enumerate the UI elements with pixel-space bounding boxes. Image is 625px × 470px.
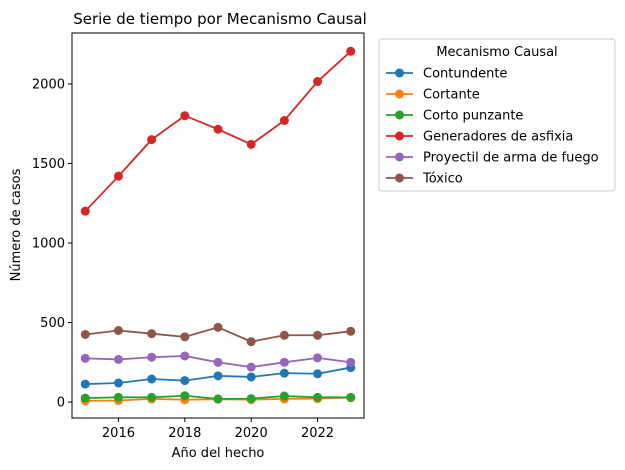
series-corto-punzante: [80, 391, 356, 404]
data-point-generadores-de-asfixia: [113, 171, 123, 181]
data-point-corto-punzante: [147, 392, 157, 402]
data-point-corto-punzante: [213, 394, 223, 404]
y-tick-label: 1000: [32, 237, 65, 252]
legend-marker: [395, 68, 404, 78]
data-point-proyectil-de-arma-de-fuego: [213, 357, 223, 367]
legend-label: Generadores de asfixia: [423, 130, 573, 145]
legend-item: Corto punzante: [386, 109, 523, 124]
legend-label: Proyectil de arma de fuego: [423, 151, 599, 166]
data-point-toxico: [313, 330, 323, 340]
x-tick-label: 2016: [102, 426, 135, 441]
data-point-generadores-de-asfixia: [246, 139, 256, 149]
plot-frame: [71, 32, 365, 419]
data-point-contundente: [180, 376, 190, 386]
legend-item: Contundente: [386, 67, 507, 82]
data-point-corto-punzante: [246, 394, 256, 404]
legend-frame: [378, 38, 616, 192]
data-point-proyectil-de-arma-de-fuego: [80, 353, 90, 363]
legend: Mecanismo Causal Contundente Cortante Cort…: [378, 38, 616, 192]
data-point-proyectil-de-arma-de-fuego: [246, 362, 256, 372]
data-point-toxico: [80, 329, 90, 339]
data-point-toxico: [346, 326, 356, 336]
data-point-corto-punzante: [113, 392, 123, 402]
data-point-toxico: [180, 332, 190, 342]
data-point-toxico: [113, 326, 123, 335]
x-tick-label: 2020: [235, 426, 268, 441]
legend-items: Contundente Cortante Corto punzante Generad…: [386, 67, 599, 187]
data-point-contundente: [213, 371, 223, 381]
x-axis-ticks: 2016 2018 2020 2022: [102, 418, 334, 441]
data-point-contundente: [113, 378, 123, 388]
x-axis-label: Año del hecho: [172, 446, 265, 461]
data-point-proyectil-de-arma-de-fuego: [346, 357, 356, 367]
data-point-generadores-de-asfixia: [313, 77, 323, 87]
data-point-proyectil-de-arma-de-fuego: [279, 357, 289, 367]
data-point-corto-punzante: [180, 391, 190, 401]
legend-marker: [395, 110, 404, 120]
data-point-toxico: [147, 329, 157, 339]
data-point-proyectil-de-arma-de-fuego: [180, 351, 190, 361]
legend-label: Contundente: [423, 67, 507, 82]
data-point-proyectil-de-arma-de-fuego: [147, 352, 157, 362]
data-point-generadores-de-asfixia: [80, 206, 90, 216]
data-point-corto-punzante: [346, 392, 356, 402]
data-point-generadores-de-asfixia: [279, 116, 289, 125]
data-point-contundente: [246, 372, 256, 382]
legend-item: Tóxico: [386, 172, 463, 187]
x-tick-label: 2022: [301, 426, 334, 441]
data-point-proyectil-de-arma-de-fuego: [313, 353, 323, 363]
series-contundente: [80, 363, 356, 389]
data-point-toxico: [246, 337, 256, 347]
data-point-contundente: [313, 369, 323, 379]
chart-title: Serie de tiempo por Mecanismo Causal: [73, 10, 367, 28]
data-point-toxico: [213, 322, 223, 332]
data-point-contundente: [147, 374, 157, 384]
data-point-generadores-de-asfixia: [213, 124, 223, 134]
legend-marker: [395, 152, 404, 162]
data-point-generadores-de-asfixia: [346, 46, 356, 56]
legend-label: Cortante: [423, 88, 480, 103]
plot-area: 2016 2018 2020 2022 0 500 1000 1500 2000: [32, 32, 365, 441]
data-point-corto-punzante: [279, 391, 289, 401]
legend-item: Cortante: [386, 88, 480, 103]
data-point-generadores-de-asfixia: [147, 135, 157, 145]
legend-marker: [395, 131, 404, 141]
series-proyectil-de-arma-de-fuego: [80, 351, 356, 372]
legend-item: Proyectil de arma de fuego: [386, 151, 599, 166]
data-point-contundente: [80, 379, 90, 389]
legend-title: Mecanismo Causal: [436, 45, 557, 60]
legend-label: Corto punzante: [423, 109, 523, 124]
data-point-generadores-de-asfixia: [180, 111, 190, 121]
y-axis-label: Número de casos: [9, 168, 24, 281]
data-point-toxico: [279, 330, 289, 340]
data-point-contundente: [279, 368, 289, 378]
y-tick-label: 1500: [32, 157, 65, 172]
y-axis-ticks: 0 500 1000 1500 2000: [32, 77, 72, 411]
data-point-proyectil-de-arma-de-fuego: [113, 354, 123, 364]
x-tick-label: 2018: [168, 426, 201, 441]
legend-item: Generadores de asfixia: [386, 130, 573, 145]
data-point-corto-punzante: [80, 393, 90, 403]
legend-marker: [395, 173, 404, 183]
y-tick-label: 500: [40, 316, 65, 331]
y-tick-label: 2000: [32, 77, 65, 92]
data-point-corto-punzante: [313, 392, 323, 402]
series-layer: [80, 46, 356, 406]
series-generadores-de-asfixia: [80, 46, 356, 216]
series-toxico: [80, 322, 356, 347]
legend-label: Tóxico: [422, 172, 463, 187]
y-tick-label: 0: [57, 396, 65, 411]
legend-marker: [395, 89, 404, 99]
